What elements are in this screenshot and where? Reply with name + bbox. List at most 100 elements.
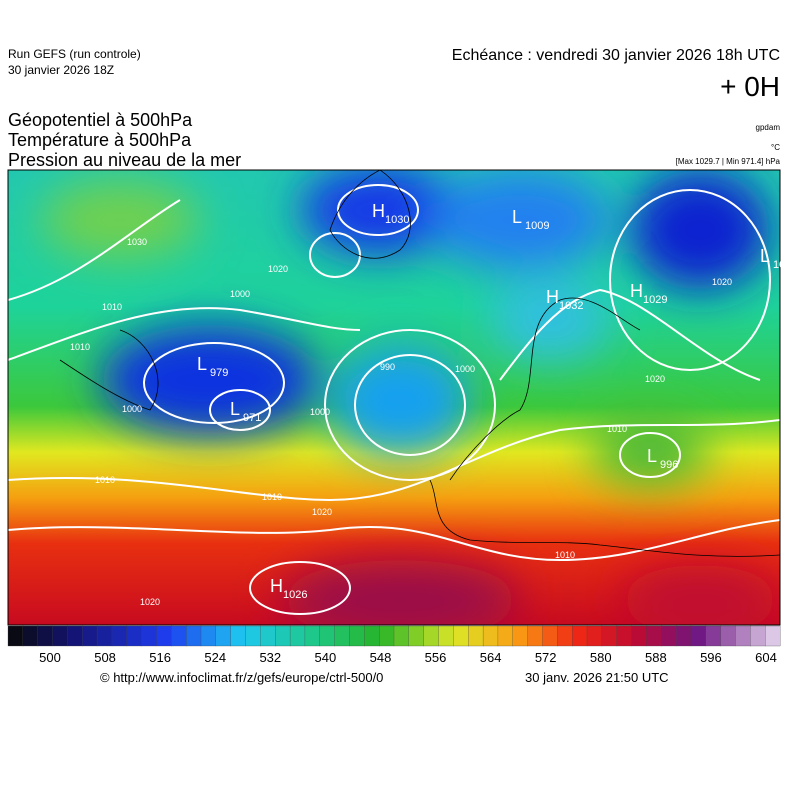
isobar-label: 1000: [230, 289, 250, 299]
colorbar-label: 572: [535, 650, 557, 665]
center-value: 996: [660, 459, 678, 471]
isobar-label: 1010: [607, 424, 627, 434]
isobar-label: 1020: [645, 374, 665, 384]
isobar-label: 1020: [712, 277, 732, 287]
colorbar-swatch: [52, 625, 68, 647]
date: 30 janv. 2026 21:50 UTC: [525, 670, 669, 685]
colorbar-label: 508: [94, 650, 116, 665]
title: Température à 500hPa: [8, 130, 192, 150]
center-letter: H: [546, 287, 559, 307]
echeance: Echéance : vendredi 30 janvier 2026 18h …: [452, 47, 780, 64]
colorbar-swatch: [7, 625, 24, 647]
colorbar-swatch: [304, 625, 321, 647]
colorbar-swatch: [260, 625, 276, 647]
unit: °C: [771, 143, 780, 152]
colorbar-swatch: [675, 625, 692, 647]
colorbar-swatch: [482, 625, 499, 647]
center-letter: L: [760, 246, 770, 266]
colorbar-label: 524: [204, 650, 226, 665]
colorbar-swatch: [557, 625, 573, 647]
colorbar-swatch: [230, 625, 246, 647]
center-value: 1009: [525, 220, 549, 232]
isobar-label: 1010: [95, 475, 115, 485]
center-value: 10: [773, 259, 785, 271]
colorbar-swatch: [37, 625, 53, 647]
colorbar-swatch: [690, 625, 707, 647]
center-value: 971: [243, 412, 261, 424]
colorbar-swatch: [111, 625, 128, 647]
colorbar-label: 548: [370, 650, 392, 665]
center-letter: H: [372, 201, 385, 221]
isobar-label: 990: [380, 362, 395, 372]
colorbar-swatch: [126, 625, 143, 647]
title: Pression au niveau de la mer: [8, 150, 241, 170]
colorbar-swatch: [438, 625, 454, 647]
run: Run GEFS (run controle): [8, 47, 141, 61]
colorbar-swatch: [750, 625, 766, 647]
center-letter: L: [647, 446, 657, 466]
colorbar-swatch: [735, 625, 751, 647]
isobar-label: 1020: [312, 507, 332, 517]
center-letter: L: [230, 399, 240, 419]
colorbar-swatch: [512, 625, 529, 647]
isobar-label: 1000: [122, 404, 142, 414]
colorbar-swatch: [705, 625, 722, 647]
colorbar-label: 596: [700, 650, 722, 665]
colorbar-swatch: [215, 625, 232, 647]
isobar-label: 1010: [102, 302, 122, 312]
colorbar-swatch: [423, 625, 439, 647]
isobar-label: 1030: [127, 237, 147, 247]
colorbar-swatch: [334, 625, 350, 647]
colorbar-swatch: [765, 625, 781, 647]
colorbar-swatch: [96, 625, 113, 647]
colorbar-swatch: [393, 625, 410, 647]
map: [8, 170, 780, 625]
colorbar-swatch: [275, 625, 291, 647]
source: © http://www.infoclimat.fr/z/gefs/europe…: [100, 670, 383, 685]
isobar-label: 1000: [455, 364, 475, 374]
colorbar-swatch: [82, 625, 98, 647]
colorbar-swatch: [245, 625, 261, 647]
isobar-label: 1010: [555, 550, 575, 560]
colorbar-label: 564: [480, 650, 502, 665]
colorbar-swatch: [601, 625, 618, 647]
isobar-label: 1000: [310, 407, 330, 417]
colorbar-swatch: [572, 625, 588, 647]
isobar-label: 1010: [262, 492, 282, 502]
center-value: 979: [210, 367, 228, 379]
colorbar-swatch: [542, 625, 558, 647]
colorbar-swatch: [527, 625, 543, 647]
colorbar-swatch: [616, 625, 632, 647]
colorbar-label: 516: [149, 650, 171, 665]
colorbar-swatch: [289, 625, 306, 647]
colorbar-swatch: [171, 625, 187, 647]
isobar-label: 1020: [268, 264, 288, 274]
colorbar-swatch: [453, 625, 469, 647]
colorbar-label: 604: [755, 650, 777, 665]
center-letter: H: [630, 281, 643, 301]
colorbar-swatch: [631, 625, 647, 647]
colorbar-swatch: [720, 625, 736, 647]
colorbar-swatch: [67, 625, 83, 647]
unit: [Max 1029.7 | Min 971.4] hPa: [676, 157, 781, 166]
colorbar-swatch: [349, 625, 365, 647]
colorbar-swatch: [497, 625, 514, 647]
colorbar-swatch: [468, 625, 484, 647]
colorbar-label: 580: [590, 650, 612, 665]
center-letter: H: [270, 576, 283, 596]
colorbar-label: 588: [645, 650, 667, 665]
colorbar-label: 500: [39, 650, 61, 665]
colorbar-swatch: [408, 625, 425, 647]
center-letter: L: [512, 207, 522, 227]
colorbar-label: 540: [315, 650, 337, 665]
center-value: 1029: [643, 294, 667, 306]
center-value: 1026: [283, 589, 307, 601]
colorbar-swatch: [186, 625, 202, 647]
colorbar-label: 532: [259, 650, 281, 665]
center-value: 1030: [385, 214, 409, 226]
isobar-label: 1010: [70, 342, 90, 352]
colorbar-swatch: [379, 625, 395, 647]
colorbar-swatch: [156, 625, 172, 647]
colorbar-label: 556: [425, 650, 447, 665]
